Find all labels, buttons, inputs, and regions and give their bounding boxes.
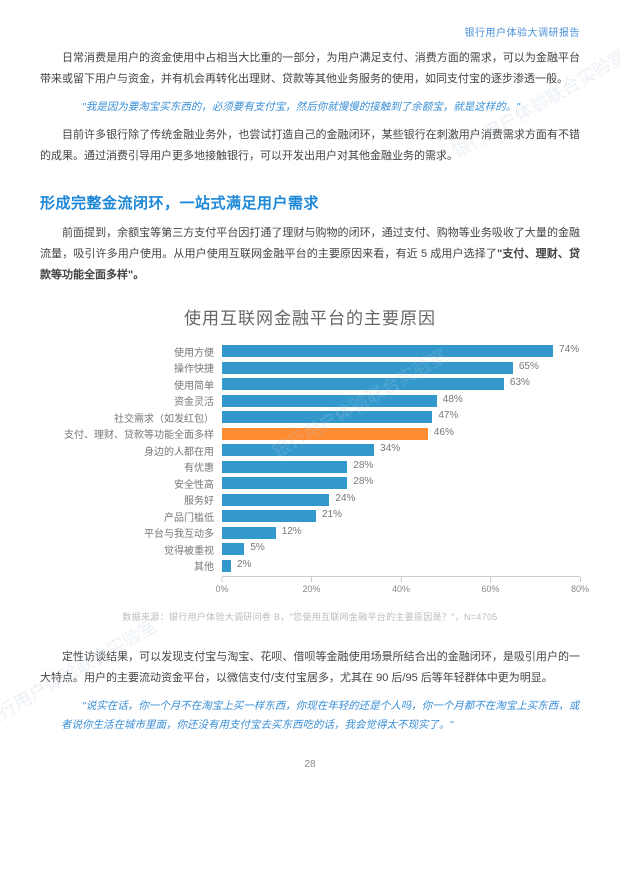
bar-track: 65% [222, 362, 580, 374]
bar-value: 28% [353, 476, 373, 487]
bar-label: 资金灵活 [40, 393, 222, 408]
header-report-title: 银行用户体验大调研报告 [465, 24, 581, 39]
bar-track: 46% [222, 428, 580, 440]
bar-row: 使用简单 63% [40, 376, 580, 393]
bar-row: 有优惠 28% [40, 459, 580, 476]
bar-fill [222, 527, 276, 539]
bar-fill [222, 428, 428, 440]
bar-row: 资金灵活 48% [40, 393, 580, 410]
bar-label: 产品门槛低 [40, 509, 222, 524]
page-number: 28 [40, 759, 580, 770]
bar-label: 其他 [40, 558, 222, 573]
section-title: 形成完整金流闭环，一站式满足用户需求 [40, 192, 580, 213]
bar-track: 48% [222, 395, 580, 407]
bar-row: 使用方便 74% [40, 343, 580, 360]
quote-2: "说实在话，你一个月不在淘宝上买一样东西，你现在年轻的还是个人吗，你一个月都不在… [61, 697, 580, 735]
bar-fill [222, 494, 329, 506]
bar-value: 74% [559, 344, 579, 355]
bar-value: 2% [237, 559, 251, 570]
bar-row: 社交需求（如发红包） 47% [40, 409, 580, 426]
bar-track: 2% [222, 560, 580, 572]
bar-value: 12% [282, 526, 302, 537]
bar-fill [222, 395, 437, 407]
bar-track: 12% [222, 527, 580, 539]
bar-value: 47% [438, 410, 458, 421]
axis-tick: 20% [302, 577, 320, 594]
bar-track: 21% [222, 510, 580, 522]
axis-tick: 60% [481, 577, 499, 594]
bar-label: 操作快捷 [40, 360, 222, 375]
bar-row: 其他 2% [40, 558, 580, 575]
bar-fill [222, 477, 347, 489]
bar-row: 身边的人都在用 34% [40, 442, 580, 459]
bar-row: 安全性高 28% [40, 475, 580, 492]
bar-track: 74% [222, 345, 580, 357]
bar-label: 安全性高 [40, 476, 222, 491]
bar-track: 63% [222, 378, 580, 390]
paragraph-3: 前面提到，余额宝等第三方支付平台因打通了理财与购物的闭环，通过支付、购物等业务吸… [40, 223, 580, 286]
bar-fill [222, 362, 513, 374]
report-page: 银行用户体验大调研报告 日常消费是用户的资金使用中占相当大比重的一部分，为用户满… [0, 0, 620, 790]
bar-value: 34% [380, 443, 400, 454]
bar-fill [222, 411, 432, 423]
bar-fill [222, 510, 316, 522]
bar-row: 服务好 24% [40, 492, 580, 509]
bar-fill [222, 461, 347, 473]
bar-label: 使用简单 [40, 377, 222, 392]
bar-track: 47% [222, 411, 580, 423]
bar-label: 有优惠 [40, 459, 222, 474]
bar-value: 48% [443, 394, 463, 405]
axis-tick: 40% [392, 577, 410, 594]
chart-container: 使用互联网金融平台的主要原因 使用方便 74% 操作快捷 65% 使用简单 63% 资金灵活… [40, 304, 580, 623]
bar-track: 28% [222, 461, 580, 473]
bar-value: 21% [322, 509, 342, 520]
bar-fill [222, 345, 553, 357]
bar-row: 觉得被重视 5% [40, 541, 580, 558]
paragraph-4: 定性访谈结果，可以发现支付宝与淘宝、花呗、借呗等金融使用场景所结合出的金融闭环，… [40, 647, 580, 689]
paragraph-1: 日常消费是用户的资金使用中占相当大比重的一部分，为用户满足支付、消费方面的需求，… [40, 48, 580, 90]
bar-label: 支付、理财、贷款等功能全面多样 [40, 426, 222, 441]
bar-fill [222, 444, 374, 456]
bar-value: 63% [510, 377, 530, 388]
bar-value: 65% [519, 361, 539, 372]
bar-label: 社交需求（如发红包） [40, 410, 222, 425]
bar-fill [222, 543, 244, 555]
bar-value: 24% [335, 493, 355, 504]
bar-value: 28% [353, 460, 373, 471]
chart-source: 数据来源：银行用户体验大调研问卷 B，"您使用互联网金融平台的主要原因是？"，N… [40, 610, 580, 623]
axis-tick: 80% [571, 577, 589, 594]
chart-title: 使用互联网金融平台的主要原因 [40, 304, 580, 329]
axis-tick: 0% [215, 577, 228, 594]
bar-label: 觉得被重视 [40, 542, 222, 557]
chart-bars: 使用方便 74% 操作快捷 65% 使用简单 63% 资金灵活 48% 社交需求（如发红包） 47… [40, 343, 580, 574]
bar-track: 34% [222, 444, 580, 456]
bar-label: 身边的人都在用 [40, 443, 222, 458]
bar-label: 服务好 [40, 492, 222, 507]
bar-fill [222, 560, 231, 572]
bar-row: 平台与我互动多 12% [40, 525, 580, 542]
quote-1: "我是因为要淘宝买东西的，必须要有支付宝，然后你就慢慢的接触到了余额宝，就是这样… [61, 98, 580, 117]
bar-row: 产品门槛低 21% [40, 508, 580, 525]
bar-row: 操作快捷 65% [40, 360, 580, 377]
bar-track: 24% [222, 494, 580, 506]
bar-track: 28% [222, 477, 580, 489]
paragraph-2: 目前许多银行除了传统金融业务外，也尝试打造自己的金融闭环，某些银行在刺激用户消费… [40, 125, 580, 167]
bar-fill [222, 378, 504, 390]
bar-label: 使用方便 [40, 344, 222, 359]
bar-row: 支付、理财、贷款等功能全面多样 46% [40, 426, 580, 443]
bar-track: 5% [222, 543, 580, 555]
bar-value: 5% [250, 542, 264, 553]
bar-value: 46% [434, 427, 454, 438]
bar-label: 平台与我互动多 [40, 525, 222, 540]
chart-x-axis: 0%20%40%60%80% [40, 576, 580, 596]
